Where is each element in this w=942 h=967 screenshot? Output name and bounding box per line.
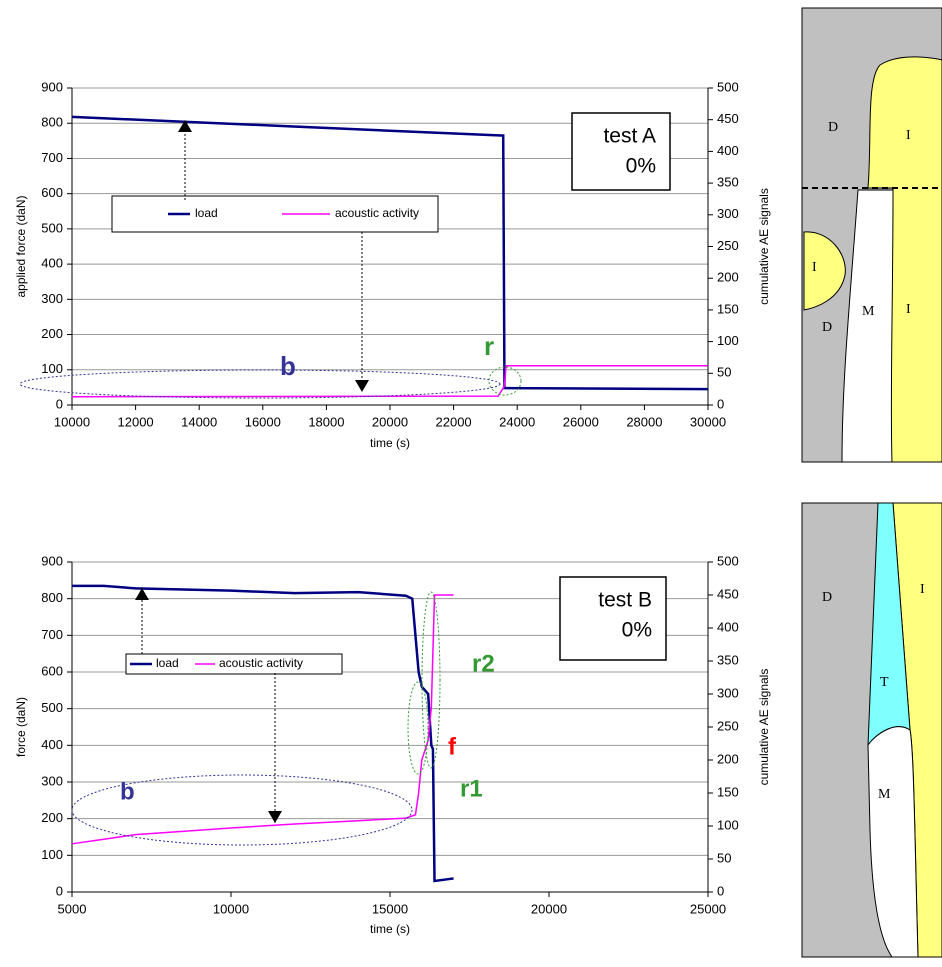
y-tick-label: 200 bbox=[41, 810, 63, 825]
y2-axis-title: cumulative AE signals bbox=[757, 188, 771, 305]
x-tick-label: 24000 bbox=[499, 414, 535, 429]
series-line bbox=[72, 366, 708, 397]
box-text: 0% bbox=[626, 155, 656, 178]
x-tick-label: 18000 bbox=[308, 414, 344, 429]
legend-label: load bbox=[195, 206, 218, 220]
y2-tick-label: 250 bbox=[717, 718, 739, 733]
figure: D I I M I D D I T M 01002003004005006007… bbox=[0, 0, 942, 962]
y-tick-label: 0 bbox=[56, 883, 63, 898]
box-text: test B bbox=[598, 589, 652, 612]
x-tick-label: 15000 bbox=[372, 901, 408, 916]
y2-tick-label: 150 bbox=[717, 784, 739, 799]
y2-tick-label: 400 bbox=[717, 143, 739, 158]
annotation-oval bbox=[408, 682, 428, 774]
x-tick-label: 12000 bbox=[118, 414, 154, 429]
annotation: b bbox=[280, 351, 296, 381]
y-tick-label: 0 bbox=[56, 396, 63, 411]
y2-tick-label: 400 bbox=[717, 619, 739, 634]
y2-axis-title: cumulative AE signals bbox=[757, 669, 771, 786]
y2-tick-label: 200 bbox=[717, 751, 739, 766]
x-tick-label: 30000 bbox=[690, 414, 726, 429]
y-axis-title: applied force (daN) bbox=[14, 195, 28, 297]
y2-tick-label: 0 bbox=[717, 883, 724, 898]
arrow-head bbox=[355, 380, 369, 392]
y2-tick-label: 300 bbox=[717, 206, 739, 221]
diagram-label: I bbox=[906, 128, 911, 143]
y-tick-label: 600 bbox=[41, 663, 63, 678]
diagram-label: M bbox=[862, 304, 875, 319]
x-axis-title: time (s) bbox=[370, 436, 410, 450]
y2-tick-label: 200 bbox=[717, 270, 739, 285]
y2-tick-label: 50 bbox=[717, 365, 731, 380]
y2-tick-label: 500 bbox=[717, 79, 739, 94]
legend-label: acoustic activity bbox=[335, 206, 419, 220]
diagram-label: T bbox=[880, 675, 889, 690]
series-line bbox=[72, 586, 454, 881]
y-tick-label: 500 bbox=[41, 700, 63, 715]
y-tick-label: 600 bbox=[41, 185, 63, 200]
y-tick-label: 500 bbox=[41, 220, 63, 235]
y-tick-label: 400 bbox=[41, 737, 63, 752]
diagram-a: D I I M I D bbox=[802, 8, 942, 462]
y2-tick-label: 250 bbox=[717, 238, 739, 253]
x-tick-label: 22000 bbox=[436, 414, 472, 429]
y2-tick-label: 350 bbox=[717, 652, 739, 667]
diagram-label: D bbox=[822, 320, 832, 335]
box-text: 0% bbox=[622, 619, 652, 642]
legend-label: acoustic activity bbox=[219, 656, 303, 670]
box-text: test A bbox=[603, 125, 656, 148]
y2-tick-label: 450 bbox=[717, 586, 739, 601]
annotation: b bbox=[120, 778, 135, 805]
y-tick-label: 100 bbox=[41, 361, 63, 376]
diagram-label: I bbox=[920, 582, 925, 597]
diagram-b: D I T M bbox=[802, 503, 942, 957]
x-tick-label: 14000 bbox=[181, 414, 217, 429]
annotation: r1 bbox=[460, 775, 483, 802]
y-tick-label: 700 bbox=[41, 150, 63, 165]
y2-tick-label: 150 bbox=[717, 301, 739, 316]
y-tick-label: 900 bbox=[41, 79, 63, 94]
y2-tick-label: 50 bbox=[717, 850, 731, 865]
diagram-label: D bbox=[822, 590, 832, 605]
y-tick-label: 300 bbox=[41, 773, 63, 788]
y2-tick-label: 350 bbox=[717, 175, 739, 190]
x-tick-label: 16000 bbox=[245, 414, 281, 429]
x-tick-label: 20000 bbox=[531, 901, 567, 916]
annotation: f bbox=[448, 733, 457, 760]
y2-tick-label: 300 bbox=[717, 685, 739, 700]
x-tick-label: 10000 bbox=[54, 414, 90, 429]
y-axis-title: force (daN) bbox=[14, 697, 28, 757]
series-line bbox=[72, 595, 454, 844]
x-tick-label: 25000 bbox=[690, 901, 726, 916]
y-tick-label: 100 bbox=[41, 847, 63, 862]
x-tick-label: 5000 bbox=[58, 901, 87, 916]
y-tick-label: 800 bbox=[41, 590, 63, 605]
y2-tick-label: 450 bbox=[717, 111, 739, 126]
y-tick-label: 400 bbox=[41, 256, 63, 271]
arrow-head bbox=[268, 811, 282, 823]
x-tick-label: 28000 bbox=[626, 414, 662, 429]
x-tick-label: 20000 bbox=[372, 414, 408, 429]
x-tick-label: 10000 bbox=[213, 901, 249, 916]
y2-tick-label: 0 bbox=[717, 396, 724, 411]
x-tick-label: 26000 bbox=[563, 414, 599, 429]
y-tick-label: 700 bbox=[41, 627, 63, 642]
y-tick-label: 200 bbox=[41, 326, 63, 341]
y-tick-label: 800 bbox=[41, 115, 63, 130]
y2-tick-label: 500 bbox=[717, 553, 739, 568]
diagram-label: D bbox=[828, 120, 838, 135]
diagram-label: M bbox=[878, 787, 891, 802]
y-tick-label: 300 bbox=[41, 291, 63, 306]
diagram-label: I bbox=[812, 260, 817, 275]
y-tick-label: 900 bbox=[41, 553, 63, 568]
diagram-label: I bbox=[906, 302, 911, 317]
legend-label: load bbox=[156, 656, 179, 670]
annotation: r2 bbox=[472, 650, 495, 677]
y2-tick-label: 100 bbox=[717, 817, 739, 832]
annotation: r bbox=[484, 331, 494, 361]
x-axis-title: time (s) bbox=[370, 922, 410, 936]
y2-tick-label: 100 bbox=[717, 333, 739, 348]
annotation-oval bbox=[20, 370, 500, 398]
